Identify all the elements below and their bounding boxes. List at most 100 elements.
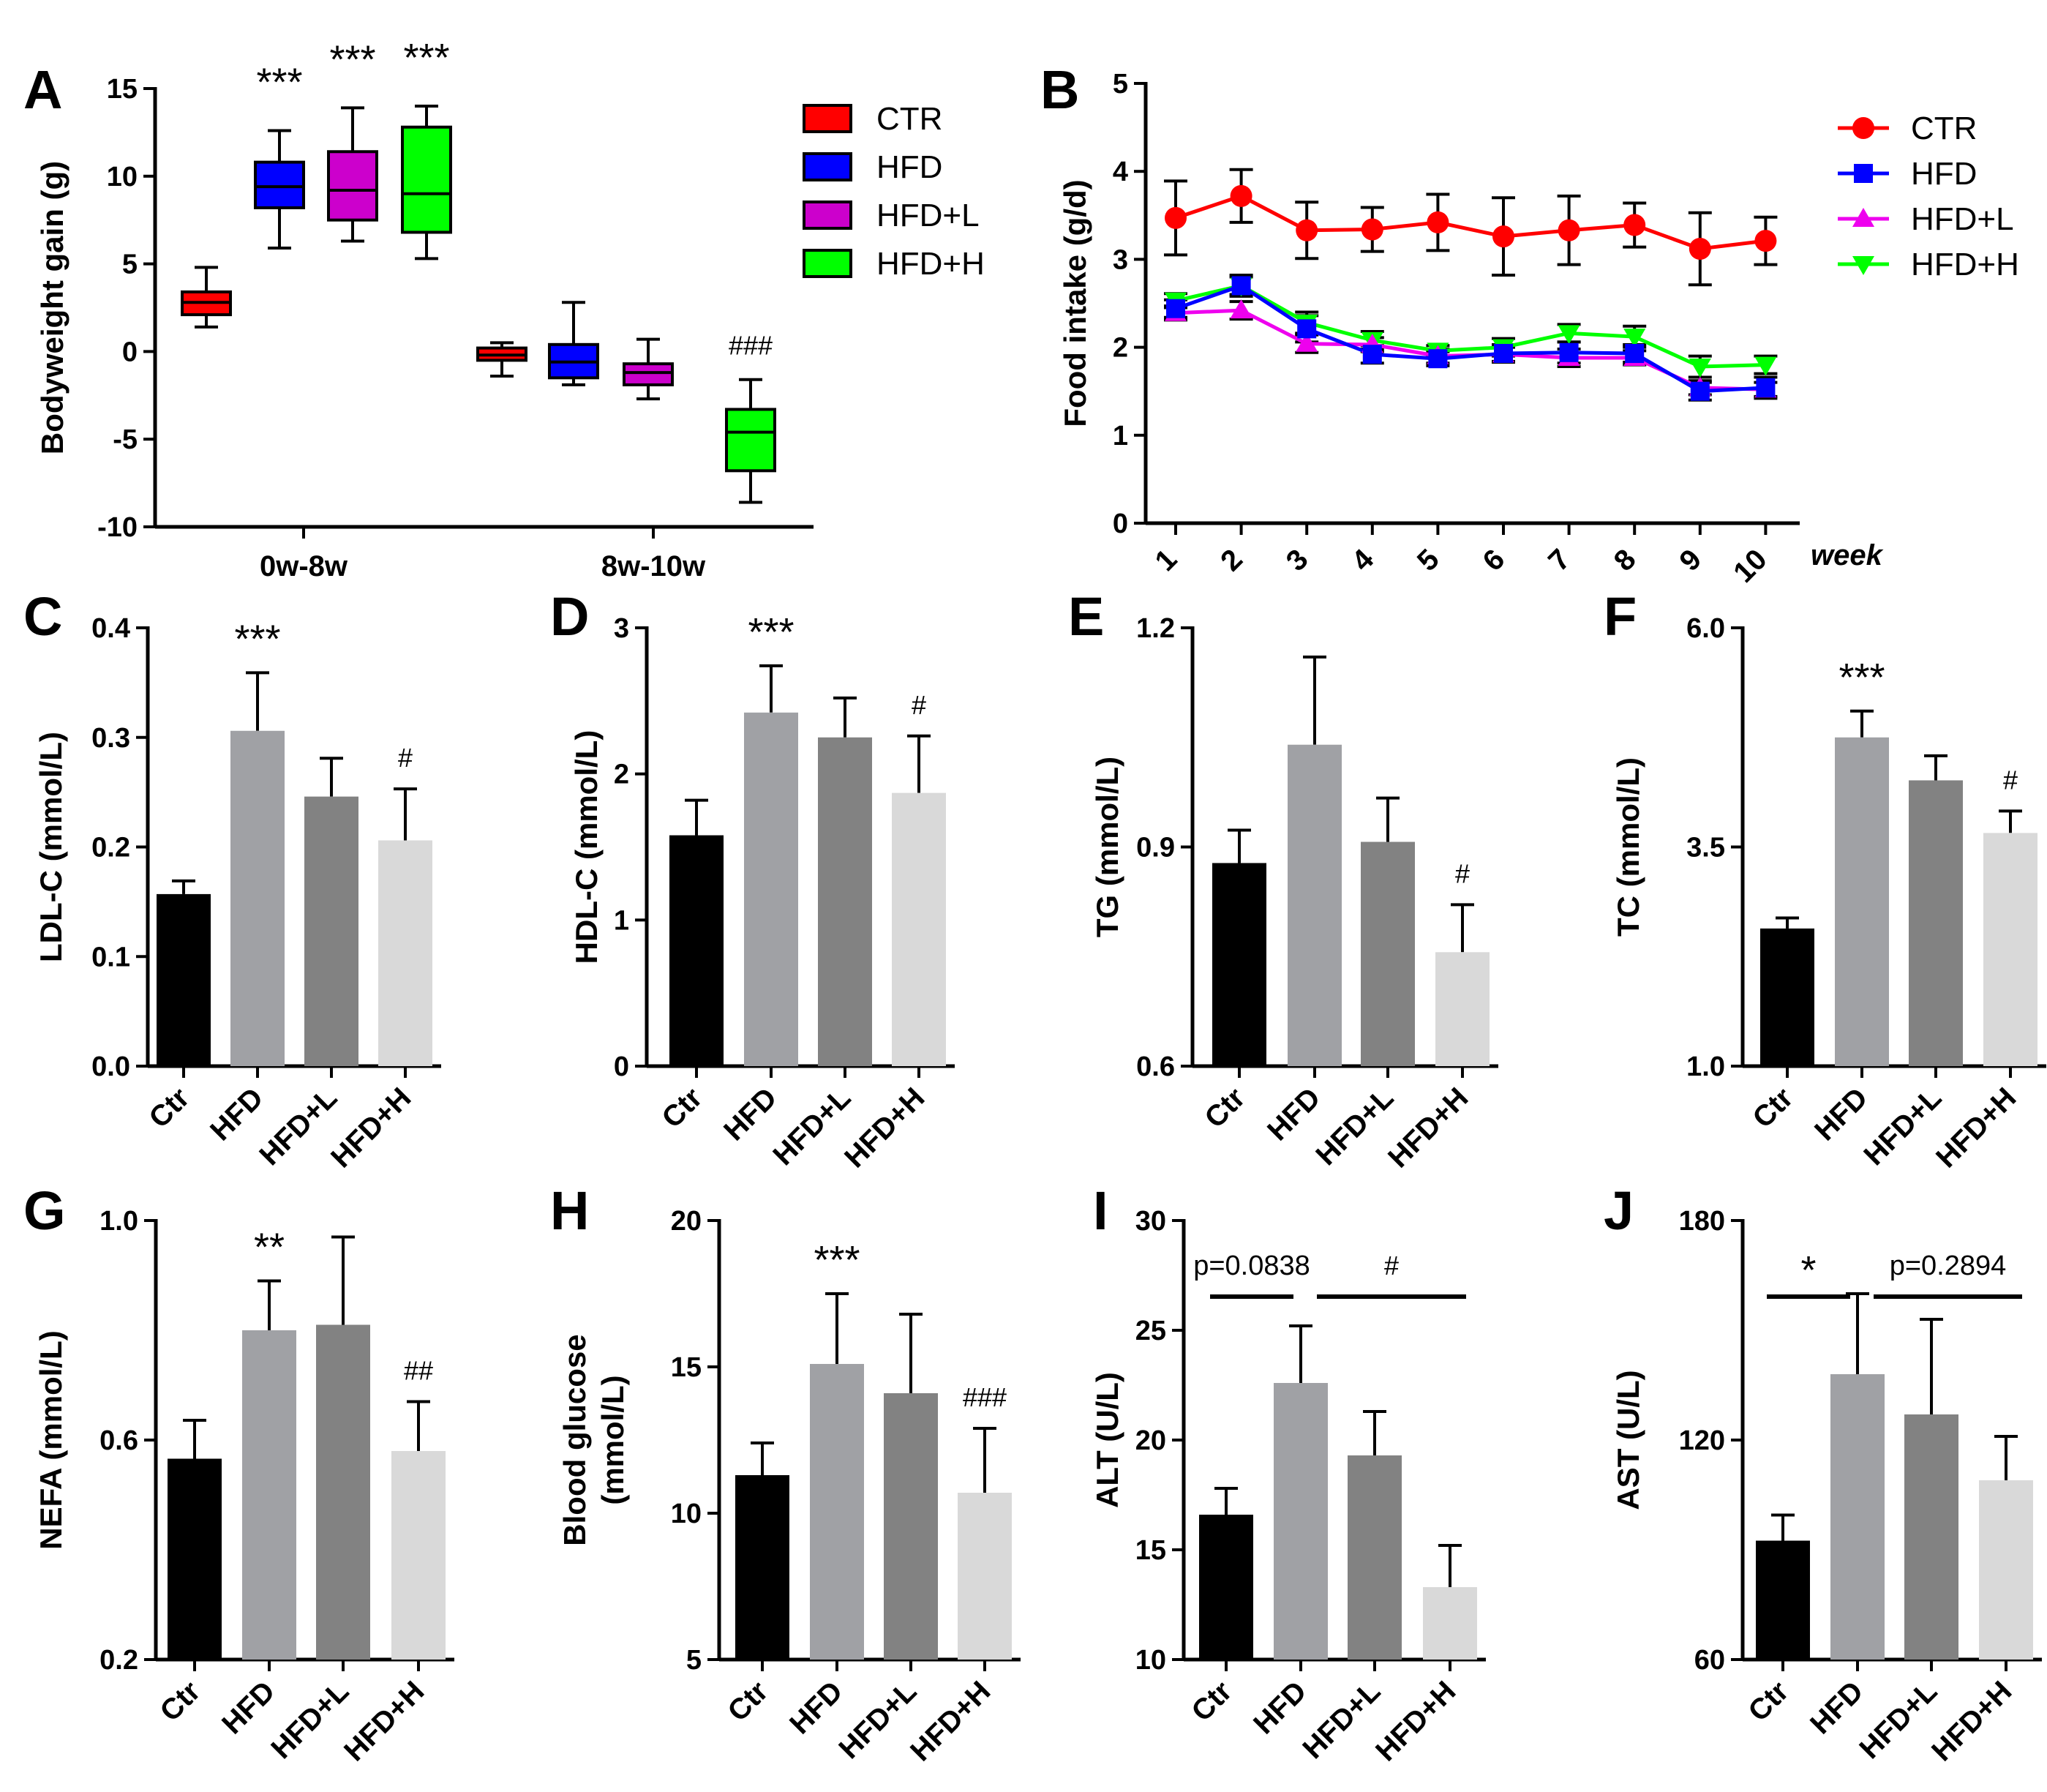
bar-ctr: [669, 835, 724, 1066]
panel-d-x-tick-label: Ctr: [656, 1081, 708, 1134]
significance-marker: ***: [234, 617, 280, 661]
panel-label-e: E: [1068, 586, 1104, 647]
data-point-hfd: [1625, 344, 1645, 364]
comparison-label: *: [1800, 1248, 1816, 1292]
panel-b-x-tick-label: 8: [1608, 543, 1642, 577]
panel-label-b: B: [1040, 59, 1079, 120]
bar-hfd-l: [304, 796, 358, 1066]
panel-b-x-tick-label: 5: [1411, 543, 1446, 577]
bar-hfd: [242, 1330, 296, 1660]
bar-hfd: [1835, 737, 1889, 1066]
panel-b-y-tick-label: 0: [1113, 509, 1128, 539]
panel-h-y-axis-label: Blood glucose (mmol/L): [557, 1334, 630, 1545]
legend-swatch-hfd: [803, 152, 852, 181]
significance-marker: #: [398, 743, 413, 773]
panel-f-y-tick-label: 1.0: [1686, 1051, 1725, 1082]
bar-ctr: [1760, 928, 1814, 1066]
panel-e-x-tick-label: HFD+H: [1382, 1081, 1474, 1174]
legend-label-hfd-h: HFD+H: [876, 246, 985, 282]
data-point-hfd: [1231, 276, 1251, 296]
data-point-ctr: [1427, 211, 1449, 233]
box-hfd-l: [623, 362, 674, 386]
legend-label-hfd-l: HFD+L: [876, 198, 980, 233]
panel-f-x-tick-label: HFD+H: [1930, 1081, 2022, 1174]
panel-j-x-tick-label: HFD+H: [1926, 1675, 2018, 1767]
panel-j-y-tick-label: 120: [1679, 1425, 1725, 1456]
panel-j-y-tick-label: 180: [1679, 1206, 1725, 1237]
panel-label-g: G: [23, 1180, 66, 1241]
bar-hfd-l: [1348, 1455, 1402, 1660]
panel-c-y-tick-label: 0.2: [91, 833, 130, 863]
box-hfd: [254, 160, 305, 209]
bar-hfd: [1830, 1374, 1885, 1660]
series-line-hfd: [1175, 283, 1766, 394]
legend-marker-hfd-l: [1852, 208, 1874, 227]
panel-b-x-tick-label: 4: [1345, 543, 1380, 577]
data-point-ctr: [1230, 184, 1252, 207]
data-point-ctr: [1165, 206, 1187, 229]
bar-hfd-h: [1435, 952, 1490, 1066]
data-point-ctr: [1623, 214, 1646, 236]
bar-hfd-h: [892, 792, 946, 1066]
panel-h-glucose-bar-chart: H 20 15 10 5 Blood glucose (mmol/L) Ctr HFD *** HF…: [550, 1180, 1021, 1767]
data-point-hfd-h: [1623, 329, 1646, 348]
panel-f-x-tick-label: Ctr: [1746, 1081, 1799, 1134]
panel-f-x-tick-label: HFD+L: [1858, 1081, 1948, 1171]
bar-ctr: [735, 1475, 789, 1660]
panel-c-x-tick-label: HFD: [204, 1081, 269, 1147]
panel-j-y-tick-label: 60: [1694, 1645, 1725, 1676]
significance-marker: ***: [748, 610, 794, 654]
data-point-ctr: [1492, 225, 1514, 248]
bar-hfd-h: [958, 1493, 1012, 1660]
panel-a-y-tick-label: 15: [107, 74, 138, 105]
panel-b-y-tick-label: 1: [1113, 421, 1128, 451]
legend-swatch-hfd-l: [803, 200, 852, 230]
data-point-hfd: [1559, 342, 1579, 362]
panel-g-x-tick-label: Ctr: [154, 1675, 206, 1728]
panel-h-y-tick-label: 20: [671, 1206, 702, 1237]
bar-hfd-l: [1909, 780, 1963, 1066]
panel-label-j: J: [1604, 1180, 1634, 1241]
panel-a-y-axis-label: Bodyweight gain (g): [35, 161, 70, 454]
panel-c-y-tick-label: 0.3: [91, 723, 130, 754]
bar-hfd-h: [1423, 1587, 1477, 1660]
panel-a-y-tick-label: 10: [107, 162, 138, 192]
panel-b-x-axis-label: week: [1811, 539, 1884, 571]
panel-g-y-tick-label: 1.0: [99, 1206, 138, 1237]
panel-label-c: C: [23, 586, 62, 647]
comparison-label: p=0.2894: [1890, 1251, 2007, 1281]
panel-h-x-tick-label: HFD+L: [833, 1675, 923, 1765]
legend-label-hfd: HFD: [876, 149, 942, 185]
bar-ctr: [1212, 863, 1266, 1066]
panel-a-y-tick-label: -5: [113, 424, 138, 455]
bar-ctr: [168, 1458, 222, 1660]
bar-hfd: [230, 730, 285, 1066]
panel-b-y-axis-label: Food intake (g/d): [1058, 179, 1092, 427]
data-point-hfd-l: [1230, 299, 1252, 319]
bar-hfd-h: [378, 840, 432, 1066]
panel-i-y-tick-label: 15: [1135, 1535, 1166, 1566]
panel-b-x-tick-label: 9: [1673, 543, 1708, 577]
data-point-hfd-l: [1296, 332, 1318, 352]
panel-a-y-tick-label: -10: [97, 512, 138, 543]
panel-c-x-tick-label: Ctr: [143, 1081, 195, 1134]
panel-i-y-tick-label: 30: [1135, 1206, 1166, 1237]
panel-d-y-tick-label: 1: [614, 905, 629, 936]
panel-a-x-tick-label: 8w-10w: [601, 550, 706, 582]
panel-h-x-tick-label: HFD+H: [904, 1675, 996, 1767]
legend-label-hfd: HFD: [1911, 156, 1977, 192]
panel-label-a: A: [23, 59, 62, 120]
bar-hfd-l: [1361, 841, 1415, 1066]
panel-b-x-tick-label: 1: [1149, 543, 1184, 577]
panel-d-x-tick-label: HFD+H: [838, 1081, 931, 1174]
data-point-hfd: [1756, 378, 1776, 397]
bar-hfd-h: [1983, 833, 2037, 1066]
panel-e-x-tick-label: HFD+L: [1310, 1081, 1400, 1171]
data-point-hfd-h: [1689, 359, 1711, 378]
panel-c-y-tick-label: 0.0: [91, 1051, 130, 1082]
panel-e-y-tick-label: 1.2: [1136, 613, 1175, 644]
